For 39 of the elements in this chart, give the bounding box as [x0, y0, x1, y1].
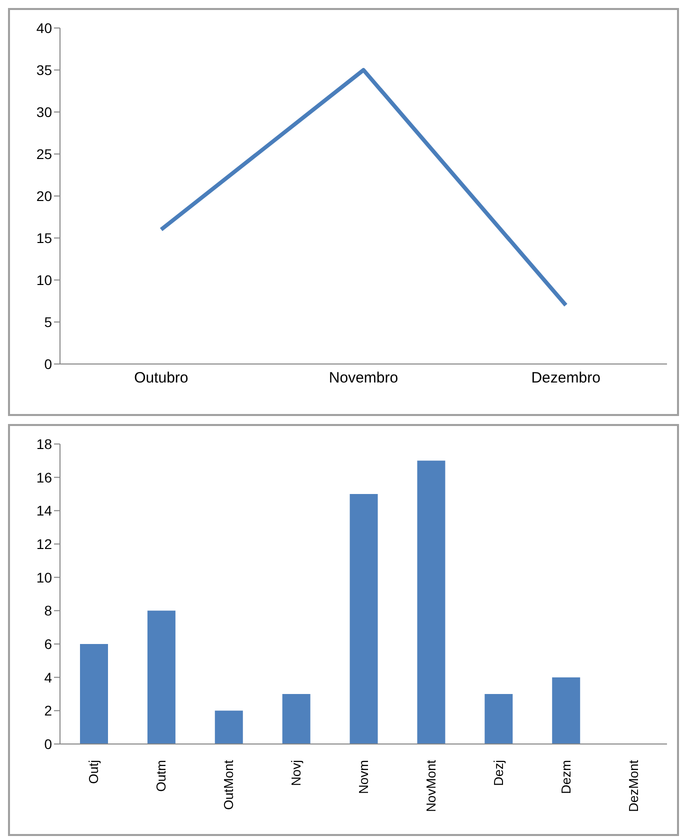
x-tick-label: Novembro [328, 370, 398, 387]
y-tick-label: 14 [36, 502, 52, 519]
y-tick-label: 40 [36, 20, 52, 36]
y-tick-label: 35 [36, 62, 52, 78]
y-tick-label: 16 [36, 469, 52, 486]
bar [417, 460, 446, 744]
x-tick-label: Dezj [490, 760, 506, 786]
x-tick-label: Novj [288, 760, 304, 786]
y-tick-label: 6 [44, 636, 52, 652]
y-tick-label: 12 [36, 536, 52, 552]
y-tick-label: 0 [44, 736, 52, 752]
bar [80, 644, 108, 744]
bar [282, 694, 310, 744]
bar [350, 494, 378, 744]
y-tick-label: 10 [36, 272, 52, 288]
x-tick-label: NovMont [423, 760, 438, 812]
y-tick-label: 5 [44, 314, 52, 330]
x-tick-label: Outm [154, 760, 169, 792]
y-tick-label: 15 [36, 230, 52, 246]
bar [214, 710, 243, 744]
bar [147, 610, 176, 744]
x-tick-label: Dezm [558, 760, 574, 794]
x-tick-label: Novm [356, 760, 371, 794]
y-tick-label: 10 [36, 569, 52, 586]
y-tick-label: 4 [44, 669, 52, 686]
x-tick-label: Dezembro [531, 370, 600, 387]
y-tick-label: 18 [36, 436, 52, 452]
y-tick-label: 20 [36, 188, 52, 204]
x-tick-label: OutMont [221, 760, 236, 810]
x-tick-label: DezMont [626, 760, 641, 812]
x-tick-label: Outubro [134, 370, 188, 387]
y-tick-label: 30 [36, 104, 52, 120]
y-tick-label: 2 [44, 702, 52, 719]
bar [552, 677, 580, 744]
bar [484, 694, 513, 744]
y-tick-label: 8 [44, 602, 52, 619]
y-tick-label: 25 [36, 146, 52, 162]
x-tick-label: Outj [86, 760, 102, 784]
y-tick-label: 0 [44, 356, 52, 372]
